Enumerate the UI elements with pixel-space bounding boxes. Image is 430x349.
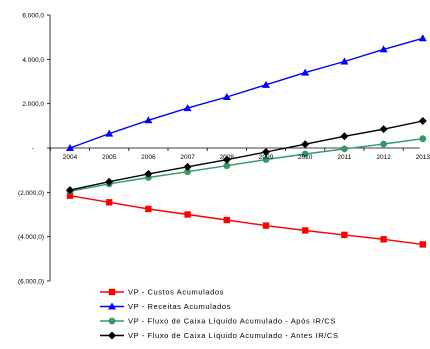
x-tick-label: 2010 (298, 154, 313, 161)
data-point (262, 80, 270, 88)
data-point (66, 144, 74, 151)
data-point (223, 162, 231, 170)
data-point (301, 68, 310, 76)
data-point (301, 140, 310, 149)
data-point (379, 45, 388, 53)
data-point (340, 132, 349, 141)
legend-marker (108, 302, 116, 310)
y-tick-label: 4.000,0 (22, 57, 44, 64)
series-line (69, 138, 423, 192)
legend-marker (108, 317, 116, 325)
data-point (106, 199, 113, 206)
data-point (145, 205, 152, 213)
data-point (183, 104, 192, 112)
series-2 (66, 34, 427, 151)
data-point (341, 231, 348, 239)
data-point (262, 222, 270, 229)
legend-label: VP - Fluxo de Caixa Líquido Acumulado - … (128, 317, 336, 326)
x-tick-label: 2013 (416, 154, 430, 161)
data-point (418, 116, 427, 125)
x-tick-label: 2006 (141, 154, 156, 161)
data-point (341, 145, 348, 153)
y-tick-label: (6.000,0) (18, 279, 44, 286)
y-tick-label: (2.000,0) (18, 190, 44, 197)
data-point (144, 116, 153, 124)
x-tick-label: 2007 (180, 154, 195, 161)
x-tick-label: 2012 (376, 154, 391, 161)
legend-entry: VP - Receitas Acumulados (100, 302, 231, 311)
data-point (301, 150, 309, 158)
data-point (380, 140, 387, 148)
data-point (419, 241, 426, 248)
data-point (379, 125, 388, 134)
series-line (69, 195, 423, 246)
series-line (69, 37, 423, 149)
data-point (105, 177, 114, 186)
data-point (184, 168, 192, 176)
legend: VP - Custos Acumulados VP - Receitas Acum… (100, 288, 339, 340)
data-point (66, 192, 74, 199)
data-point (262, 156, 270, 163)
legend-label: VP - Fluxo de Caixa Líquido Acumulado - … (128, 331, 339, 340)
x-tick-label: 2009 (259, 154, 274, 161)
y-tick-label: 6.000,0 (22, 13, 44, 20)
data-point (418, 34, 427, 42)
data-point (105, 129, 114, 137)
data-point (183, 162, 192, 171)
data-point (340, 57, 349, 65)
y-tick-label: - (32, 146, 34, 153)
legend-entry: VP - Fluxo de Caixa Líquido Acumulado - … (100, 317, 336, 326)
data-point (66, 186, 74, 195)
legend-marker (108, 288, 116, 296)
x-tick-label: 2005 (102, 154, 117, 161)
series-4 (66, 116, 427, 195)
legend-entry: VP - Fluxo de Caixa Líquido Acumulado - … (100, 331, 339, 340)
x-tick-label: 2008 (220, 154, 235, 161)
data-point (380, 236, 387, 243)
legend-marker (108, 331, 116, 340)
data-point (222, 93, 231, 101)
legend-label: VP - Receitas Acumulados (128, 302, 231, 311)
x-tick-label: 2011 (337, 154, 351, 161)
x-tick-label: 2004 (63, 154, 78, 161)
data-point (262, 147, 270, 156)
legend-label: VP - Custos Acumulados (128, 288, 224, 297)
y-tick-label: (4.000,0) (18, 234, 44, 241)
series-layer (66, 34, 427, 248)
series-line (69, 120, 423, 191)
data-point (144, 169, 153, 178)
data-point (419, 135, 427, 143)
plot-area: 6.000,0 4.000,0 2.000,0 - (2.000,0) (4.000,0)… (18, 13, 420, 286)
data-point (222, 155, 231, 164)
data-point (302, 227, 309, 234)
y-tick-label: 2.000,0 (22, 101, 44, 108)
legend-entry: VP - Custos Acumulados (100, 288, 224, 297)
series-1 (66, 192, 426, 248)
data-point (223, 216, 230, 224)
data-point (184, 211, 191, 218)
